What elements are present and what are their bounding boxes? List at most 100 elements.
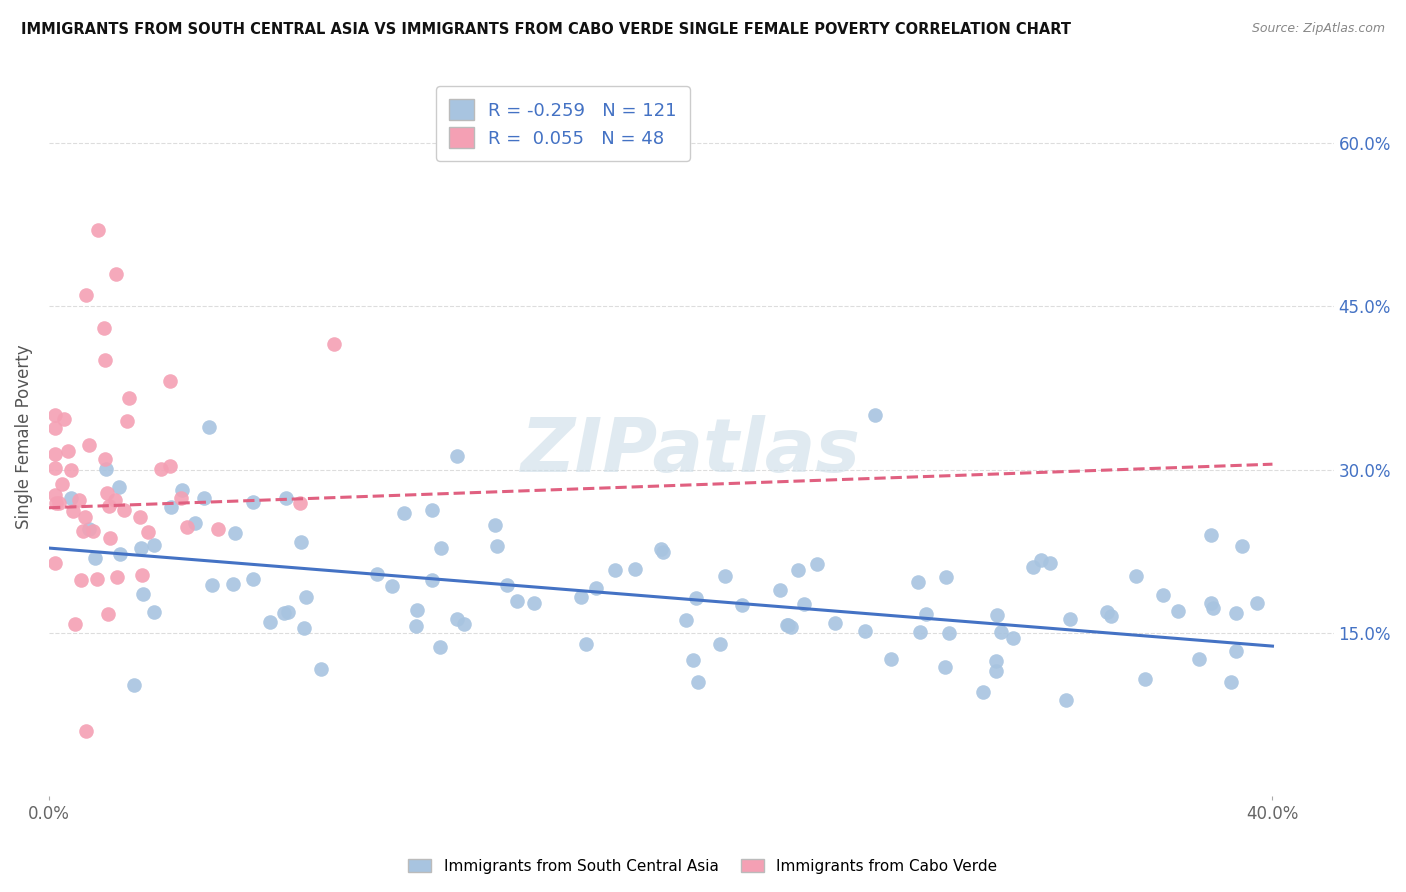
Point	[915, 607, 938, 621]
Point	[242, 495, 264, 509]
Point	[44, 408, 66, 422]
Point	[585, 581, 607, 595]
Point	[1246, 596, 1268, 610]
Point	[159, 375, 181, 389]
Point	[776, 618, 799, 632]
Point	[824, 615, 846, 630]
Point	[575, 637, 598, 651]
Point	[69, 574, 91, 588]
Point	[1054, 693, 1077, 707]
Point	[1038, 556, 1060, 570]
Point	[290, 496, 312, 510]
Point	[242, 572, 264, 586]
Point	[1001, 631, 1024, 645]
Point	[277, 605, 299, 619]
Point	[51, 477, 73, 491]
Point	[1230, 539, 1253, 553]
Point	[486, 539, 509, 553]
Point	[97, 607, 120, 621]
Point	[569, 591, 592, 605]
Point	[682, 652, 704, 666]
Point	[908, 625, 931, 640]
Point	[56, 443, 79, 458]
Point	[67, 492, 90, 507]
Point	[322, 337, 344, 351]
Point	[714, 569, 737, 583]
Point	[787, 564, 810, 578]
Point	[112, 503, 135, 517]
Point	[274, 491, 297, 506]
Point	[1167, 604, 1189, 618]
Point	[136, 524, 159, 539]
Point	[207, 523, 229, 537]
Point	[880, 651, 903, 665]
Point	[523, 596, 546, 610]
Point	[197, 419, 219, 434]
Point	[104, 493, 127, 508]
Point	[129, 510, 152, 524]
Point	[430, 541, 453, 555]
Point	[129, 541, 152, 556]
Point	[73, 510, 96, 524]
Point	[142, 605, 165, 619]
Point	[496, 577, 519, 591]
Point	[1188, 652, 1211, 666]
Point	[1219, 675, 1241, 690]
Point	[775, 617, 797, 632]
Point	[484, 518, 506, 533]
Point	[259, 615, 281, 629]
Point	[105, 570, 128, 584]
Point	[1099, 609, 1122, 624]
Point	[984, 654, 1007, 668]
Point	[1152, 587, 1174, 601]
Point	[1199, 596, 1222, 610]
Point	[907, 574, 929, 589]
Point	[506, 593, 529, 607]
Point	[63, 616, 86, 631]
Point	[779, 620, 801, 634]
Point	[44, 420, 66, 434]
Point	[429, 640, 451, 654]
Point	[420, 503, 443, 517]
Point	[108, 480, 131, 494]
Point	[94, 352, 117, 367]
Point	[77, 438, 100, 452]
Point	[972, 685, 994, 699]
Point	[1225, 644, 1247, 658]
Point	[806, 557, 828, 571]
Point	[685, 591, 707, 605]
Point	[170, 491, 193, 506]
Point	[1059, 612, 1081, 626]
Point	[48, 496, 70, 510]
Text: IMMIGRANTS FROM SOUTH CENTRAL ASIA VS IMMIGRANTS FROM CABO VERDE SINGLE FEMALE P: IMMIGRANTS FROM SOUTH CENTRAL ASIA VS IM…	[21, 22, 1071, 37]
Point	[94, 462, 117, 476]
Text: Source: ZipAtlas.com: Source: ZipAtlas.com	[1251, 22, 1385, 36]
Point	[392, 506, 415, 520]
Point	[93, 321, 115, 335]
Point	[52, 412, 75, 426]
Point	[675, 613, 697, 627]
Point	[273, 606, 295, 620]
Point	[1125, 569, 1147, 583]
Point	[87, 223, 110, 237]
Point	[159, 458, 181, 473]
Point	[1135, 673, 1157, 687]
Point	[294, 590, 316, 604]
Point	[863, 408, 886, 422]
Point	[183, 516, 205, 531]
Point	[769, 582, 792, 597]
Point	[934, 659, 956, 673]
Point	[59, 463, 82, 477]
Point	[44, 461, 66, 475]
Point	[72, 524, 94, 539]
Point	[59, 491, 82, 506]
Point	[84, 550, 107, 565]
Point	[45, 496, 67, 510]
Point	[93, 452, 115, 467]
Point	[97, 500, 120, 514]
Point	[309, 662, 332, 676]
Point	[406, 603, 429, 617]
Point	[292, 621, 315, 635]
Point	[405, 619, 427, 633]
Point	[709, 637, 731, 651]
